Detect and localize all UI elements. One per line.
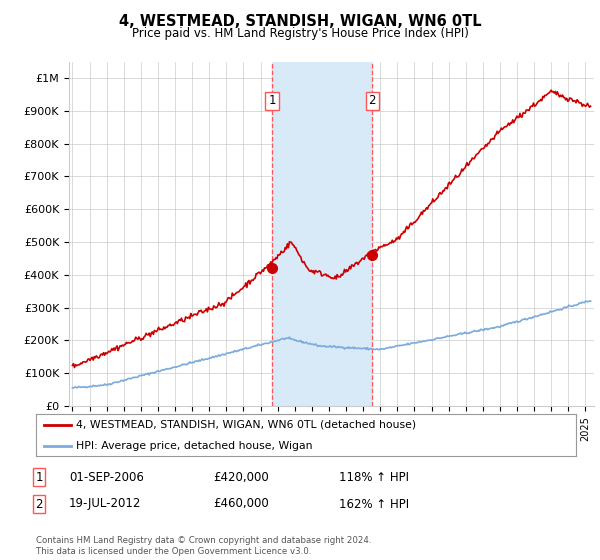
Text: HPI: Average price, detached house, Wigan: HPI: Average price, detached house, Wiga… (77, 441, 313, 451)
Text: 2: 2 (35, 497, 43, 511)
Text: £420,000: £420,000 (213, 470, 269, 484)
Text: 118% ↑ HPI: 118% ↑ HPI (339, 470, 409, 484)
Text: Contains HM Land Registry data © Crown copyright and database right 2024.
This d: Contains HM Land Registry data © Crown c… (36, 536, 371, 556)
Text: 1: 1 (35, 470, 43, 484)
Text: 2: 2 (368, 95, 376, 108)
Text: 1: 1 (268, 95, 276, 108)
Text: 4, WESTMEAD, STANDISH, WIGAN, WN6 0TL: 4, WESTMEAD, STANDISH, WIGAN, WN6 0TL (119, 14, 481, 29)
Text: 01-SEP-2006: 01-SEP-2006 (69, 470, 144, 484)
Text: £460,000: £460,000 (213, 497, 269, 511)
Text: Price paid vs. HM Land Registry's House Price Index (HPI): Price paid vs. HM Land Registry's House … (131, 27, 469, 40)
Text: 162% ↑ HPI: 162% ↑ HPI (339, 497, 409, 511)
Text: 4, WESTMEAD, STANDISH, WIGAN, WN6 0TL (detached house): 4, WESTMEAD, STANDISH, WIGAN, WN6 0TL (d… (77, 420, 416, 430)
Bar (272, 62, 373, 406)
Text: 19-JUL-2012: 19-JUL-2012 (69, 497, 142, 511)
